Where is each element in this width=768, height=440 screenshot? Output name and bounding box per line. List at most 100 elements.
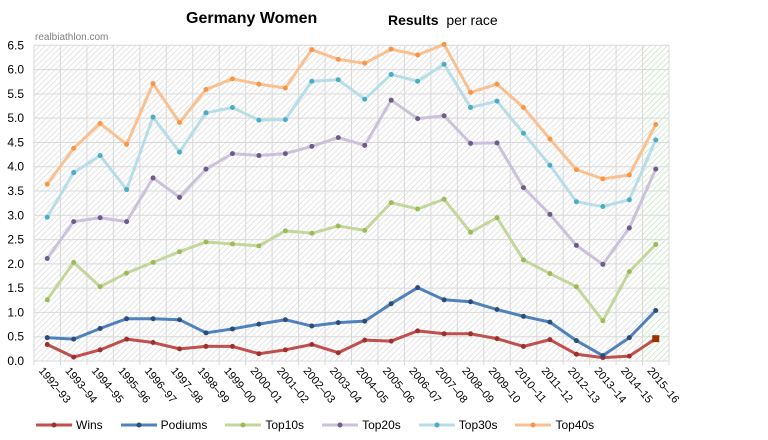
data-point-top20s [520,185,526,191]
data-point-top40s [335,56,341,62]
data-point-wins [335,350,341,356]
data-point-top40s [388,46,394,52]
legend-swatch [418,422,455,428]
data-point-top20s [626,225,632,231]
legend-label: Top40s [555,418,595,432]
data-point-podiums [573,338,579,344]
chart-title: Germany Women [186,10,318,27]
data-point-top40s [600,176,606,182]
data-point-podiums [441,297,447,303]
legend-swatch [36,422,72,428]
data-point-top40s [626,172,632,178]
data-point-top40s [362,60,368,66]
data-point-podiums [282,317,288,323]
legend-swatch [120,422,157,428]
data-point-top20s [177,194,183,200]
data-point-top30s [573,199,579,205]
data-point-top10s [335,223,341,229]
data-point-top10s [626,269,632,275]
data-point-top10s [573,284,579,290]
data-point-top20s [573,242,579,248]
y-tick-label: 6.5 [7,38,24,52]
data-point-top20s [494,140,500,146]
data-point-top10s [229,241,235,247]
data-point-podiums [520,313,526,319]
data-point-top10s [44,297,50,303]
data-point-wins [388,338,394,344]
data-point-wins [547,337,553,343]
data-point-top30s [547,162,553,168]
legend-label: Top10s [265,418,305,432]
data-point-podiums [335,320,341,326]
legend-label: Wins [76,418,103,432]
data-point-top10s [256,243,262,249]
series-line-top30s [45,62,658,218]
data-point-top30s [335,77,341,83]
data-point-top20s [468,140,474,146]
data-point-podiums [229,326,235,332]
data-point-wins [573,351,579,357]
data-point-top30s [600,204,606,210]
data-point-top20s [547,211,553,217]
legend-swatch [515,422,552,428]
series-line-top40s [46,42,658,186]
data-point-top30s [388,71,394,77]
data-point-wins [256,351,262,357]
data-point-top10s [97,284,103,290]
data-point-top40s [44,181,50,187]
data-point-top30s [71,170,77,176]
data-point-podiums [600,353,606,359]
y-tick-label: 5.5 [7,87,24,101]
data-point-podiums [97,325,103,331]
subtitle-bold: Results [388,12,439,28]
y-tick-label: 0.0 [7,354,24,368]
data-point-top10s [388,200,394,206]
data-point-top20s [600,261,606,267]
data-point-top40s [494,81,500,87]
legend-item-top10s: Top10s [223,418,304,432]
data-point-top30s [309,78,315,84]
data-point-top40s [520,104,526,110]
data-point-top20s [309,143,315,149]
legend-swatch [322,422,359,428]
data-point-podiums [71,336,77,342]
data-point-top30s [177,149,183,155]
data-point-podiums [547,319,553,325]
data-point-top40s [71,145,77,151]
data-point-podiums [626,335,632,341]
data-point-top40s [441,41,447,47]
data-point-wins [652,335,660,343]
data-point-podiums [468,299,474,305]
data-point-wins [177,346,183,352]
source-label: realbiathlon.com [35,32,109,43]
data-point-wins [626,353,632,359]
data-point-top40s [256,81,262,87]
data-point-top20s [71,219,77,225]
data-point-wins [309,341,315,347]
data-point-podiums [494,307,500,313]
data-point-top20s [124,219,130,225]
legend-label: Top20s [362,418,401,432]
data-point-top10s [600,318,606,324]
data-point-top40s [415,52,421,58]
data-point-top40s [177,120,183,126]
y-tick-label: 1.5 [7,281,24,295]
data-point-podiums [124,316,130,322]
data-point-podiums [150,316,156,322]
data-point-wins [124,336,130,342]
data-point-top10s [494,215,500,221]
data-point-top30s [441,61,447,67]
data-point-top40s [124,141,130,147]
data-point-top10s [653,241,659,247]
series-line-podiums [47,286,657,358]
data-point-top20s [441,113,447,119]
y-tick-label: 5.0 [7,111,24,125]
data-point-top10s [520,257,526,263]
legend-item-top40s: Top40s [513,418,594,432]
data-point-top30s [44,214,50,220]
data-point-top10s [282,228,288,234]
legend-item-top20s: Top20s [320,418,401,432]
data-point-top20s [415,116,421,122]
data-point-wins [282,347,288,353]
data-point-podiums [415,285,421,291]
